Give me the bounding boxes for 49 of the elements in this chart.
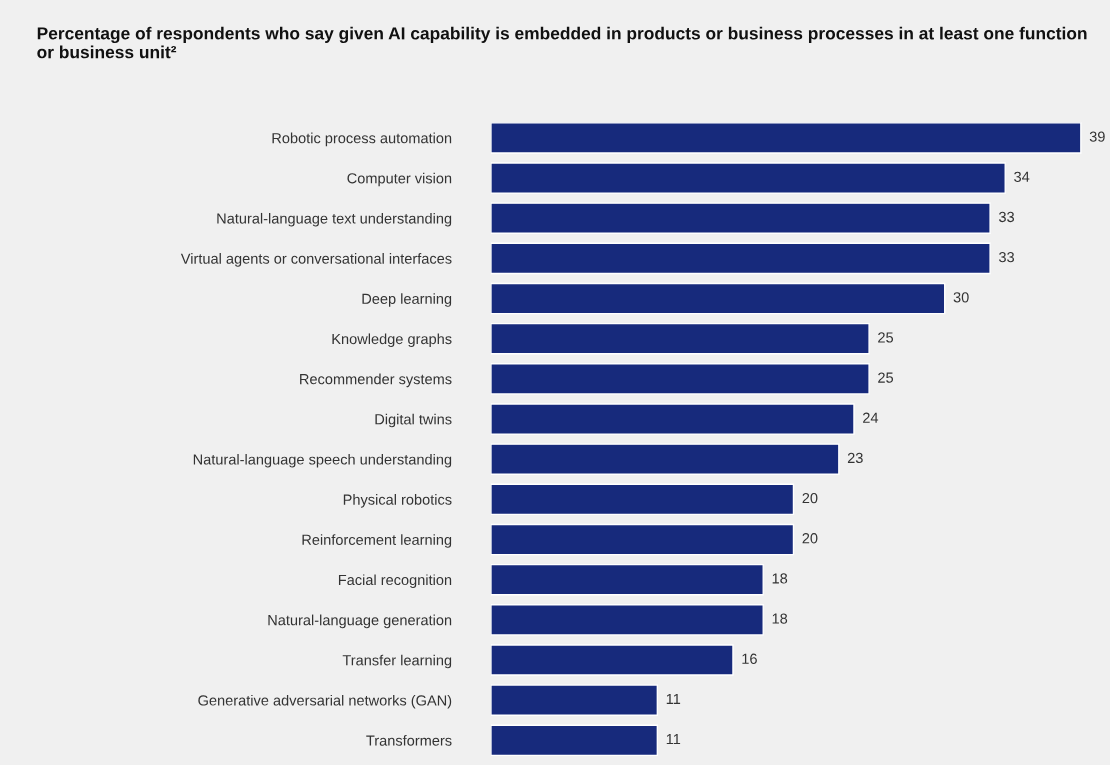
data-label: 18 [772, 613, 788, 624]
bar [490, 684, 659, 716]
y-tick-label: Virtual agents or conversational interfaces [180, 253, 452, 267]
y-tick-label: Transformers [366, 735, 452, 746]
y-tick-label: Digital twins [375, 413, 452, 428]
data-label: 34 [1014, 171, 1030, 182]
data-label: 11 [666, 734, 681, 745]
bar [490, 363, 870, 395]
y-tick-label: Deep learning [362, 293, 452, 307]
bar [490, 443, 840, 475]
y-tick-label: Reinforcement learning [302, 534, 452, 548]
y-tick-label: Robotic process automation [272, 132, 452, 147]
y-tick-label: Transfer learning [342, 654, 452, 669]
bar [490, 724, 659, 757]
bar [490, 242, 991, 275]
data-label: 30 [953, 292, 969, 303]
bar [490, 322, 870, 355]
y-tick-label: Physical robotics [343, 494, 452, 508]
bar [490, 282, 946, 315]
bar [490, 563, 764, 596]
y-tick-label: Natural-language generation [268, 614, 452, 629]
data-label: 33 [998, 211, 1015, 223]
data-label: 16 [742, 653, 757, 664]
data-label: 18 [772, 573, 788, 584]
data-label: 33 [998, 251, 1015, 263]
y-tick-label: Generative adversarial networks (GAN) [198, 694, 452, 709]
bar [490, 202, 991, 234]
bar [490, 644, 734, 676]
data-label: 25 [878, 372, 894, 383]
data-label: 20 [802, 492, 818, 504]
bar [490, 122, 1082, 154]
data-label: 25 [878, 332, 894, 343]
data-label: 39 [1089, 131, 1105, 142]
y-tick-label: Computer vision [347, 172, 452, 187]
bar [490, 604, 764, 636]
bar [490, 162, 1006, 194]
y-tick-label: Facial recognition [338, 574, 452, 588]
chart-title: Percentage of respondents who say given AI capability is embedded in products or business processes in at least one function or business unit² [37, 26, 1087, 59]
y-tick-label: Natural-language text understanding [217, 212, 452, 227]
y-tick-label: Natural-language speech understanding [193, 453, 452, 468]
bar [490, 523, 795, 556]
data-label: 11 [666, 693, 681, 704]
y-tick-label: Knowledge graphs [332, 333, 452, 348]
data-label: 20 [802, 533, 818, 544]
bar [490, 403, 855, 435]
data-label: 23 [847, 452, 863, 464]
bar [490, 483, 795, 516]
data-label: 24 [863, 412, 879, 423]
y-tick-label: Recommender systems [300, 373, 452, 388]
